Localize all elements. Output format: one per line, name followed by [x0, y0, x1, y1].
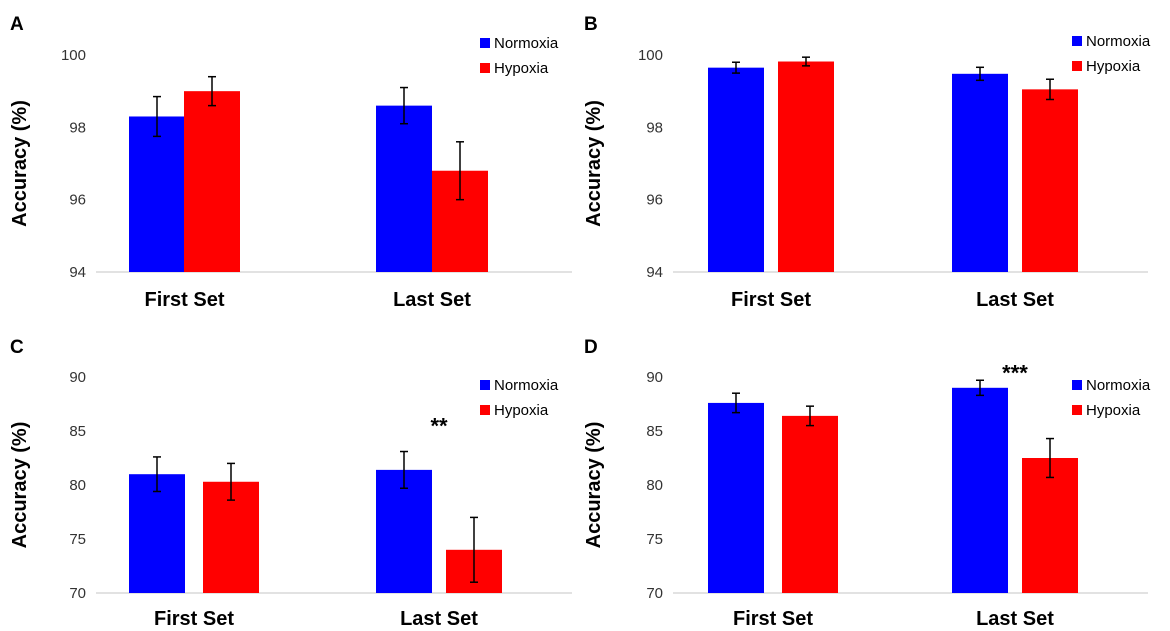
y-tick-label: 94 [646, 264, 663, 281]
bar-normoxia-last-set [952, 387, 1008, 593]
legend-swatch-hypoxia [480, 405, 490, 415]
panel-letter: B [584, 14, 598, 35]
legend-label-normoxia: Normoxia [1086, 377, 1151, 394]
y-tick-label: 85 [646, 423, 663, 440]
x-category-label: Last Set [393, 289, 471, 311]
legend-label-hypoxia: Hypoxia [494, 402, 549, 419]
x-category-label: First Set [733, 608, 813, 630]
y-tick-label: 90 [646, 369, 663, 386]
legend-label-normoxia: Normoxia [494, 377, 559, 394]
legend-swatch-hypoxia [1072, 61, 1082, 71]
panel-letter: A [10, 14, 24, 35]
legend-label-hypoxia: Hypoxia [494, 60, 549, 77]
y-tick-label: 75 [646, 531, 663, 548]
legend-swatch-hypoxia [480, 63, 490, 73]
y-axis-label: Accuracy (%) [583, 422, 605, 549]
legend-label-hypoxia: Hypoxia [1086, 402, 1141, 419]
y-axis-label: Accuracy (%) [583, 100, 605, 227]
bar-normoxia-last-set [376, 105, 432, 272]
x-category-label: Last Set [400, 608, 478, 630]
x-category-label: First Set [154, 608, 234, 630]
y-tick-label: 80 [69, 477, 86, 494]
y-axis-label: Accuracy (%) [9, 100, 31, 227]
significance-marker: ** [430, 414, 448, 439]
y-tick-label: 90 [69, 369, 86, 386]
bar-hypoxia-last-set [1022, 458, 1078, 593]
bar-hypoxia-first-set [184, 91, 240, 273]
bar-normoxia-first-set [129, 474, 185, 593]
legend-swatch-normoxia [1072, 36, 1082, 46]
bar-normoxia-last-set [376, 469, 432, 593]
legend-swatch-normoxia [480, 38, 490, 48]
y-tick-label: 70 [69, 585, 86, 602]
bar-normoxia-first-set [708, 67, 764, 273]
panel-letter: C [10, 337, 24, 358]
bar-hypoxia-first-set [778, 61, 834, 273]
significance-marker: *** [1002, 361, 1028, 386]
panel-a: A Accuracy (%) 94 96 98 100 First Set Last Set N… [9, 14, 572, 311]
x-category-label: First Set [731, 289, 811, 311]
y-tick-label: 98 [69, 119, 86, 136]
y-tick-label: 96 [646, 192, 663, 209]
x-category-label: First Set [144, 289, 224, 311]
legend-swatch-normoxia [1072, 380, 1082, 390]
x-category-label: Last Set [976, 608, 1054, 630]
x-category-label: Last Set [976, 289, 1054, 311]
panel-letter: D [584, 337, 598, 358]
y-tick-label: 85 [69, 423, 86, 440]
y-tick-label: 100 [61, 47, 86, 64]
y-tick-label: 70 [646, 585, 663, 602]
bar-normoxia-last-set [952, 73, 1008, 272]
legend-label-normoxia: Normoxia [1086, 33, 1151, 50]
y-tick-label: 96 [69, 192, 86, 209]
y-tick-label: 100 [638, 47, 663, 64]
y-tick-label: 98 [646, 119, 663, 136]
bar-normoxia-first-set [129, 116, 185, 272]
y-tick-label: 80 [646, 477, 663, 494]
legend-swatch-normoxia [480, 380, 490, 390]
panel-b: B Accuracy (%) 94 96 98 100 First Set Last Set N… [583, 14, 1151, 311]
bar-normoxia-first-set [708, 402, 764, 593]
y-tick-label: 94 [69, 264, 86, 281]
legend-label-normoxia: Normoxia [494, 35, 559, 52]
bar-hypoxia-first-set [782, 415, 838, 593]
panel-c: C Accuracy (%) 70 75 80 85 90 First Set Last Set… [9, 337, 572, 630]
legend-swatch-hypoxia [1072, 405, 1082, 415]
panel-d: D Accuracy (%) 70 75 80 85 90 First Set Last Set… [583, 337, 1151, 630]
bar-hypoxia-last-set [1022, 89, 1078, 272]
y-axis-label: Accuracy (%) [9, 422, 31, 549]
y-tick-label: 75 [69, 531, 86, 548]
legend-label-hypoxia: Hypoxia [1086, 58, 1141, 75]
